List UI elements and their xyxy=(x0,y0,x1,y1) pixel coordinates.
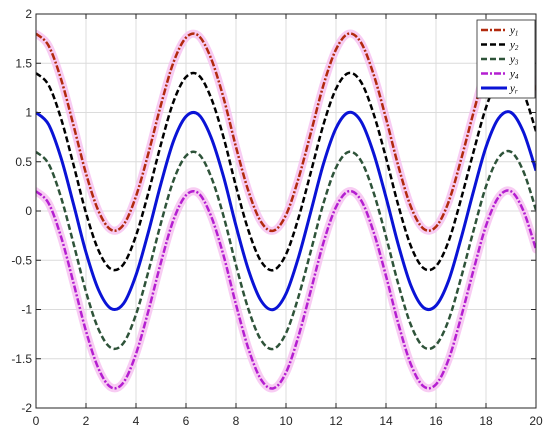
y-tick-label: -1.5 xyxy=(11,352,32,366)
x-tick-label: 6 xyxy=(183,414,190,428)
y-tick-label: 0 xyxy=(25,204,32,218)
y-tick-label: 1 xyxy=(25,106,32,120)
legend-label-subscript: 3 xyxy=(514,59,519,67)
tick-layer: 0 2 4 6 8 10 12 14 16 18 20-2-1.5-1-0.500.511.52 xyxy=(11,7,543,428)
x-tick-label: 14 xyxy=(379,414,393,428)
legend-label-subscript: 2 xyxy=(515,44,519,52)
legend-label-yr: yr xyxy=(509,83,518,96)
series-line-y4 xyxy=(36,189,536,390)
y-tick-label: -2 xyxy=(21,401,32,415)
x-tick-label: 10 xyxy=(279,414,293,428)
legend-label-y2: y2 xyxy=(509,39,519,52)
x-tick-label: 2 xyxy=(83,414,90,428)
legend-label-y1: y1 xyxy=(509,25,518,38)
legend-label-subscript: 4 xyxy=(515,73,519,81)
legend-label-main: y xyxy=(509,68,515,80)
legend-label-subscript: r xyxy=(515,88,518,96)
y-tick-label: 1.5 xyxy=(15,56,32,70)
series-layer xyxy=(36,28,536,393)
x-tick-label: 8 xyxy=(233,414,240,428)
x-tick-label: 20 xyxy=(529,414,543,428)
legend-label-y4: y4 xyxy=(509,68,519,81)
y-tick-label: -0.5 xyxy=(11,253,32,267)
series-line-yr xyxy=(36,110,536,312)
legend-label-y3: y3 xyxy=(509,54,519,67)
y-tick-label: 0.5 xyxy=(15,155,32,169)
x-tick-label: 0 xyxy=(33,414,40,428)
x-tick-label: 4 xyxy=(133,414,140,428)
y-tick-label: -1 xyxy=(21,303,32,317)
legend-label-main: y xyxy=(509,39,515,51)
x-tick-label: 16 xyxy=(429,414,443,428)
legend-label-main: y xyxy=(509,83,515,95)
series-line-y1 xyxy=(36,31,536,233)
legend-label-main: y xyxy=(509,54,515,66)
series-line-y2 xyxy=(36,71,536,272)
x-tick-label: 18 xyxy=(479,414,493,428)
y-tick-label: 2 xyxy=(25,7,32,21)
legend-label-main: y xyxy=(509,25,515,37)
x-tick-label: 12 xyxy=(329,414,343,428)
legend-label-subscript: 1 xyxy=(515,30,519,38)
series-line-y3 xyxy=(36,149,536,351)
